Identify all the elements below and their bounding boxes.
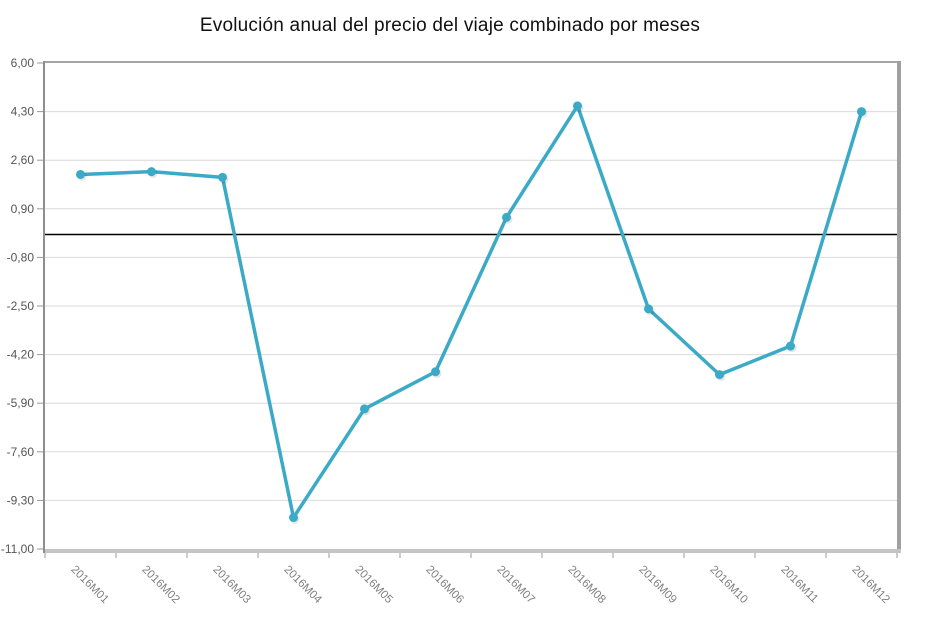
plot-border-bottom [43, 549, 901, 553]
data-point [76, 169, 85, 179]
chart-title: Evolución anual del precio del viaje com… [199, 15, 701, 36]
x-tick-label: 2016M08 [565, 564, 607, 606]
data-line [78, 104, 864, 520]
y-axis-line [43, 61, 45, 553]
data-point [786, 341, 795, 351]
x-tick-label: 2016M06 [423, 564, 465, 606]
data-point [857, 107, 866, 117]
data-point [218, 172, 227, 182]
plot-border-right [897, 61, 901, 553]
x-tick-label: 2016M10 [707, 564, 749, 606]
data-point [644, 304, 653, 314]
plot-border-top [43, 61, 901, 63]
x-tick-label: 2016M03 [210, 564, 252, 606]
data-point [360, 404, 369, 414]
x-tick-label: 2016M05 [352, 564, 394, 606]
data-point [289, 513, 298, 523]
data-point [573, 101, 582, 111]
x-tick-label: 2016M04 [281, 564, 324, 607]
y-tick-label: -5,90 [7, 396, 35, 410]
y-tick-label: -9,30 [7, 493, 35, 507]
x-tick-label: 2016M11 [778, 564, 820, 606]
data-point [502, 212, 511, 222]
data-point [147, 167, 156, 177]
x-tick-label: 2016M09 [636, 564, 678, 606]
x-tick-label: 2016M02 [139, 564, 181, 606]
y-tick-label: -0,80 [7, 250, 35, 264]
y-tick-label: -11,00 [1, 542, 34, 556]
x-tick-label: 2016M07 [494, 564, 536, 606]
data-point [431, 367, 440, 377]
x-tick-label: 2016M12 [849, 564, 891, 606]
y-tick-label: 2,60 [11, 153, 35, 167]
y-tick-label: -4,20 [7, 348, 35, 362]
y-tick-label: -7,60 [7, 445, 35, 459]
y-tick-label: 6,00 [11, 56, 35, 70]
y-tick-label: -2,50 [7, 299, 35, 313]
x-tick-label: 2016M01 [68, 564, 110, 606]
data-point [715, 370, 724, 380]
y-tick-label: 0,90 [11, 202, 35, 216]
y-tick-label: 4,30 [11, 105, 35, 119]
